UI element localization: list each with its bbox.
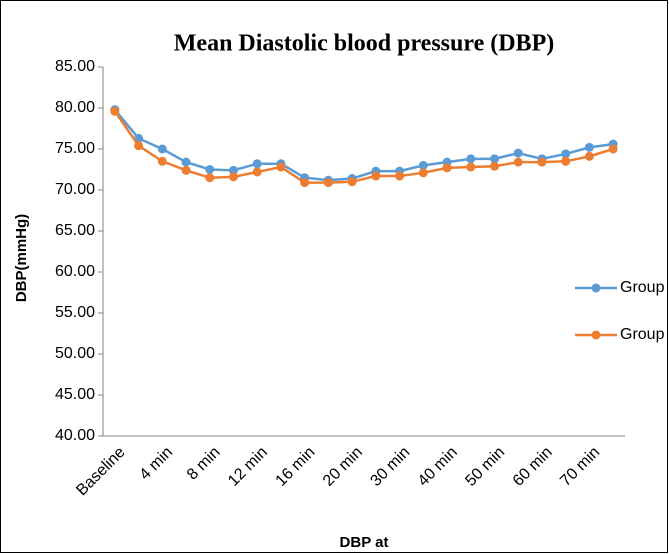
y-tick-label: 65.00 — [55, 222, 95, 239]
point — [395, 171, 405, 181]
y-tick-label: 55.00 — [55, 304, 95, 321]
point — [300, 178, 310, 188]
point — [584, 142, 594, 152]
y-axis-title: DBP(mmHg) — [13, 214, 30, 302]
point — [181, 157, 191, 167]
y-tick-label: 50.00 — [55, 345, 95, 362]
legend-label: Group B — [620, 326, 669, 343]
point — [490, 161, 499, 171]
point — [466, 162, 476, 172]
point — [513, 157, 523, 167]
point — [466, 154, 476, 164]
point — [134, 141, 144, 151]
point — [490, 154, 499, 164]
y-tick-label: 45.00 — [55, 386, 95, 403]
point — [181, 165, 191, 175]
legend-label: Group M — [620, 279, 669, 296]
point — [276, 162, 286, 172]
y-tick-label: 40.00 — [55, 427, 95, 444]
point — [157, 144, 167, 154]
point — [252, 167, 262, 177]
point — [442, 163, 452, 173]
point — [347, 177, 357, 187]
legend-marker — [591, 283, 601, 293]
y-tick-label: 70.00 — [55, 181, 95, 198]
point — [371, 171, 381, 181]
series-line — [113, 110, 614, 184]
point — [323, 178, 333, 188]
point — [513, 148, 523, 158]
series-line — [113, 108, 614, 182]
point — [537, 157, 547, 167]
chart-title: Mean Diastolic blood pressure (DBP) — [174, 31, 554, 57]
point — [418, 168, 428, 178]
y-tick-label: 85.00 — [55, 58, 95, 75]
point — [157, 156, 167, 166]
point — [205, 165, 215, 174]
y-tick-label: 80.00 — [55, 99, 95, 116]
point — [229, 165, 238, 175]
y-tick-label: 60.00 — [55, 263, 95, 280]
legend-marker — [591, 330, 601, 340]
point — [110, 106, 120, 116]
point — [561, 156, 571, 166]
x-axis-title: DBP at — [340, 534, 389, 551]
point — [584, 151, 594, 161]
point — [561, 149, 571, 159]
point — [205, 173, 215, 183]
y-tick-label: 75.00 — [55, 140, 95, 157]
point — [418, 160, 428, 170]
point — [229, 172, 238, 182]
point — [252, 159, 262, 169]
point — [608, 144, 618, 154]
